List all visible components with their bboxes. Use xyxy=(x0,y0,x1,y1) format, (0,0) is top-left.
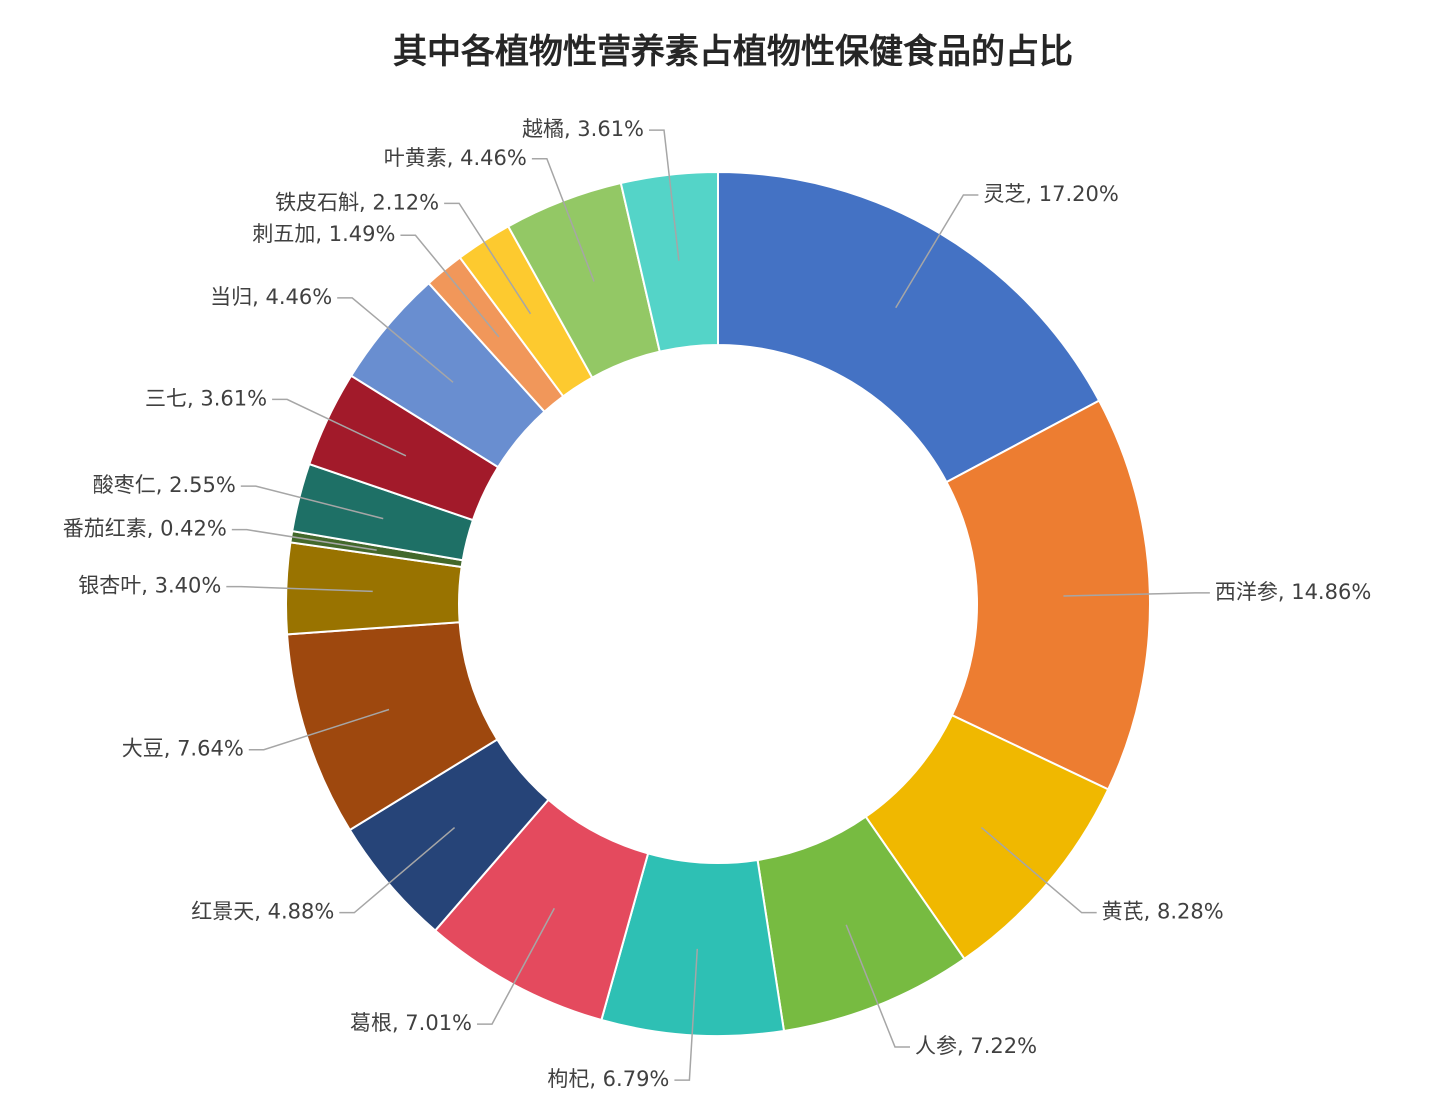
data-label: 银杏叶, 3.40% xyxy=(78,574,221,598)
leader-line xyxy=(477,907,555,1025)
leader-line xyxy=(1063,592,1210,597)
data-label: 三七, 3.61% xyxy=(145,386,267,410)
data-label: 灵芝, 17.20% xyxy=(983,182,1118,206)
data-label: 人参, 7.22% xyxy=(915,1034,1037,1058)
leader-line xyxy=(400,234,500,338)
data-label: 酸枣仁, 2.55% xyxy=(93,473,236,497)
leader-line xyxy=(531,158,595,282)
data-label: 越橘, 3.61% xyxy=(522,117,644,141)
leader-line xyxy=(231,528,377,551)
data-label: 黄芪, 8.28% xyxy=(1102,900,1224,924)
wedge xyxy=(619,170,719,353)
data-label: 刺五加, 1.49% xyxy=(252,222,395,246)
leader-line xyxy=(337,297,454,383)
data-label: 枸杞, 6.79% xyxy=(547,1067,669,1091)
leader-line xyxy=(248,708,390,751)
leader-line xyxy=(845,924,910,1048)
data-label: 番茄红素, 0.42% xyxy=(63,517,227,541)
data-label: 当归, 4.46% xyxy=(210,285,332,309)
leader-line xyxy=(272,398,407,457)
leader-line xyxy=(240,485,384,520)
data-label: 葛根, 7.01% xyxy=(350,1011,472,1035)
leader-line xyxy=(339,826,456,914)
chart-title: 其中各植物性营养素占植物性保健食品的占比 xyxy=(393,32,1073,72)
leader-line xyxy=(895,194,979,309)
data-label: 西洋参, 14.86% xyxy=(1215,580,1371,604)
data-labels: 灵芝, 17.20% 西洋参, 14.86% 黄芪, 8.28% 人参, 7.22% 枸… xyxy=(63,117,1372,1091)
donut xyxy=(285,170,1151,1037)
wedge xyxy=(945,399,1151,791)
data-label: 叶黄素, 4.46% xyxy=(384,146,527,170)
leader-line xyxy=(980,826,1097,914)
wedge xyxy=(717,170,1101,484)
leader-line xyxy=(674,948,699,1081)
data-label: 大豆, 7.64% xyxy=(122,737,244,761)
leader-line xyxy=(226,585,373,593)
leader-line xyxy=(649,129,680,261)
data-label: 铁皮石斛, 2.12% xyxy=(275,190,439,214)
data-label: 红景天, 4.88% xyxy=(191,900,334,924)
leader-line xyxy=(444,202,532,315)
